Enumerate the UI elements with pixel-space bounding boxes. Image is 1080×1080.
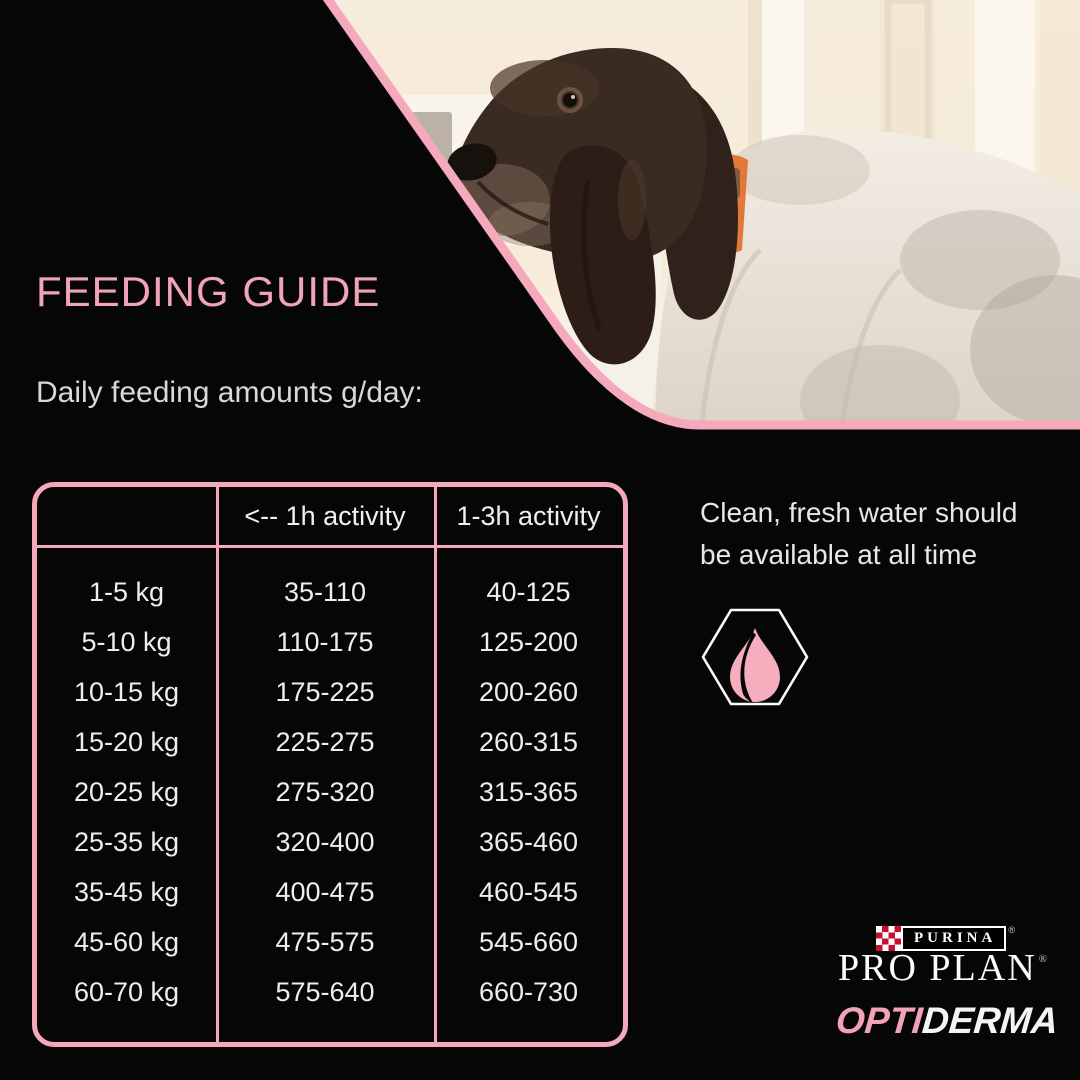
table-divider bbox=[434, 487, 437, 1042]
page-subtitle: Daily feeding amounts g/day: bbox=[36, 376, 423, 409]
derma-text: DERMA bbox=[920, 1000, 1060, 1041]
drop-highlight-cut bbox=[740, 632, 756, 703]
photo-content bbox=[320, 0, 1080, 425]
low-activity-cell: 110-175 bbox=[276, 626, 374, 657]
low-activity-cell: 275-320 bbox=[275, 776, 375, 807]
weight-cell: 5-10 kg bbox=[81, 626, 172, 657]
table-row: 60-70 kg 575-640 660-730 bbox=[37, 967, 623, 1017]
high-activity-cell: 545-660 bbox=[478, 926, 579, 957]
table-header-row: <-- 1h activity 1-3h activity bbox=[37, 487, 623, 545]
high-activity-cell: 40-125 bbox=[486, 576, 571, 607]
water-note: Clean, fresh water should be available a… bbox=[700, 497, 1018, 570]
table-row: 5-10 kg 110-175 125-200 bbox=[37, 617, 623, 667]
table-row: 25-35 kg 320-400 365-460 bbox=[37, 817, 623, 867]
weight-cell: 60-70 kg bbox=[73, 976, 180, 1007]
table-body: 1-5 kg 35-110 40-125 5-10 kg 110-175 125… bbox=[37, 548, 623, 1042]
low-activity-cell: 175-225 bbox=[275, 676, 375, 707]
weight-cell: 45-60 kg bbox=[73, 926, 180, 957]
weight-cell: 25-35 kg bbox=[73, 826, 180, 857]
table-row: 15-20 kg 225-275 260-315 bbox=[37, 717, 623, 767]
high-activity-cell: 315-365 bbox=[478, 776, 579, 807]
water-drop-icon bbox=[701, 608, 809, 706]
high-activity-cell: 660-730 bbox=[478, 976, 579, 1007]
high-activity-cell: 365-460 bbox=[478, 826, 579, 857]
registered-mark: ® bbox=[1008, 925, 1015, 935]
hexagon-outline bbox=[701, 608, 809, 706]
opti-text: OPTI bbox=[834, 1000, 925, 1041]
table-header-rule bbox=[37, 545, 623, 548]
col-header-low-activity: <-- 1h activity bbox=[244, 500, 406, 531]
high-activity-cell: 125-200 bbox=[478, 626, 579, 657]
low-activity-cell: 225-275 bbox=[275, 726, 375, 757]
table-row: 35-45 kg 400-475 460-545 bbox=[37, 867, 623, 917]
high-activity-cell: 460-545 bbox=[478, 876, 579, 907]
optiderma-logo: OPTIDERMA bbox=[834, 1000, 1060, 1042]
low-activity-cell: 575-640 bbox=[275, 976, 375, 1007]
pro-plan-text: PRO PLAN bbox=[838, 947, 1037, 989]
table-divider bbox=[216, 487, 219, 1042]
table-row: 1-5 kg 35-110 40-125 bbox=[37, 567, 623, 617]
weight-cell: 1-5 kg bbox=[88, 576, 165, 607]
drop-shape bbox=[730, 628, 780, 703]
photo-pink-border bbox=[322, 0, 1080, 430]
weight-cell: 10-15 kg bbox=[73, 676, 180, 707]
purina-checkerboard-icon bbox=[876, 926, 901, 951]
high-activity-cell: 200-260 bbox=[478, 676, 579, 707]
weight-cell: 35-45 kg bbox=[73, 876, 180, 907]
dog-photo bbox=[320, 0, 1080, 430]
registered-mark: ® bbox=[1038, 953, 1050, 965]
table-row: 10-15 kg 175-225 200-260 bbox=[37, 667, 623, 717]
purina-logo: PURINA ® bbox=[876, 926, 1015, 951]
low-activity-cell: 320-400 bbox=[275, 826, 375, 857]
table-row: 20-25 kg 275-320 315-365 bbox=[37, 767, 623, 817]
weight-cell: 20-25 kg bbox=[73, 776, 180, 807]
weight-cell: 15-20 kg bbox=[73, 726, 180, 757]
feeding-table: <-- 1h activity 1-3h activity 1-5 kg 35-… bbox=[32, 482, 628, 1047]
col-header-high-activity: 1-3h activity bbox=[456, 500, 601, 531]
low-activity-cell: 400-475 bbox=[275, 876, 375, 907]
purina-wordmark: PURINA bbox=[901, 926, 1007, 951]
page-title: FEEDING GUIDE bbox=[36, 268, 381, 315]
high-activity-cell: 260-315 bbox=[478, 726, 579, 757]
low-activity-cell: 475-575 bbox=[275, 926, 375, 957]
low-activity-cell: 35-110 bbox=[283, 576, 367, 607]
table-row: 45-60 kg 475-575 545-660 bbox=[37, 917, 623, 967]
pro-plan-wordmark: PRO PLAN ® bbox=[838, 946, 1049, 990]
